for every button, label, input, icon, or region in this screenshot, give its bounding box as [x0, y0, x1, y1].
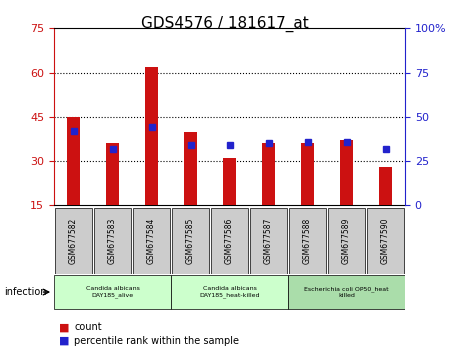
Text: GSM677588: GSM677588: [303, 218, 312, 264]
FancyBboxPatch shape: [94, 208, 131, 274]
Bar: [184, 132, 198, 205]
Text: Escherichia coli OP50_heat
killed: Escherichia coli OP50_heat killed: [304, 286, 389, 298]
FancyBboxPatch shape: [133, 208, 170, 274]
Text: GSM677590: GSM677590: [381, 217, 390, 264]
Text: GSM677585: GSM677585: [186, 217, 195, 264]
FancyBboxPatch shape: [328, 208, 365, 274]
Bar: [340, 141, 353, 205]
Text: count: count: [74, 322, 102, 332]
Text: GSM677586: GSM677586: [225, 217, 234, 264]
Text: infection: infection: [4, 287, 47, 297]
FancyBboxPatch shape: [55, 208, 92, 274]
FancyBboxPatch shape: [250, 208, 287, 274]
Text: GSM677583: GSM677583: [108, 217, 117, 264]
FancyBboxPatch shape: [171, 275, 288, 309]
Text: GSM677589: GSM677589: [342, 217, 351, 264]
Text: percentile rank within the sample: percentile rank within the sample: [74, 336, 239, 346]
Text: GDS4576 / 181617_at: GDS4576 / 181617_at: [141, 16, 309, 32]
Text: GSM677582: GSM677582: [69, 218, 78, 264]
Bar: [262, 143, 275, 205]
Text: GSM677584: GSM677584: [147, 217, 156, 264]
Bar: [145, 67, 158, 205]
FancyBboxPatch shape: [289, 208, 326, 274]
FancyBboxPatch shape: [211, 208, 248, 274]
Text: GSM677587: GSM677587: [264, 217, 273, 264]
Text: ■: ■: [58, 322, 69, 332]
FancyBboxPatch shape: [54, 275, 171, 309]
Bar: [67, 117, 80, 205]
Text: Candida albicans
DAY185_alive: Candida albicans DAY185_alive: [86, 286, 140, 298]
FancyBboxPatch shape: [367, 208, 404, 274]
Bar: [379, 167, 392, 205]
FancyBboxPatch shape: [172, 208, 209, 274]
Text: Candida albicans
DAY185_heat-killed: Candida albicans DAY185_heat-killed: [199, 286, 260, 298]
Text: ■: ■: [58, 336, 69, 346]
Bar: [106, 143, 119, 205]
Bar: [301, 143, 314, 205]
Bar: [223, 158, 236, 205]
FancyBboxPatch shape: [288, 275, 405, 309]
